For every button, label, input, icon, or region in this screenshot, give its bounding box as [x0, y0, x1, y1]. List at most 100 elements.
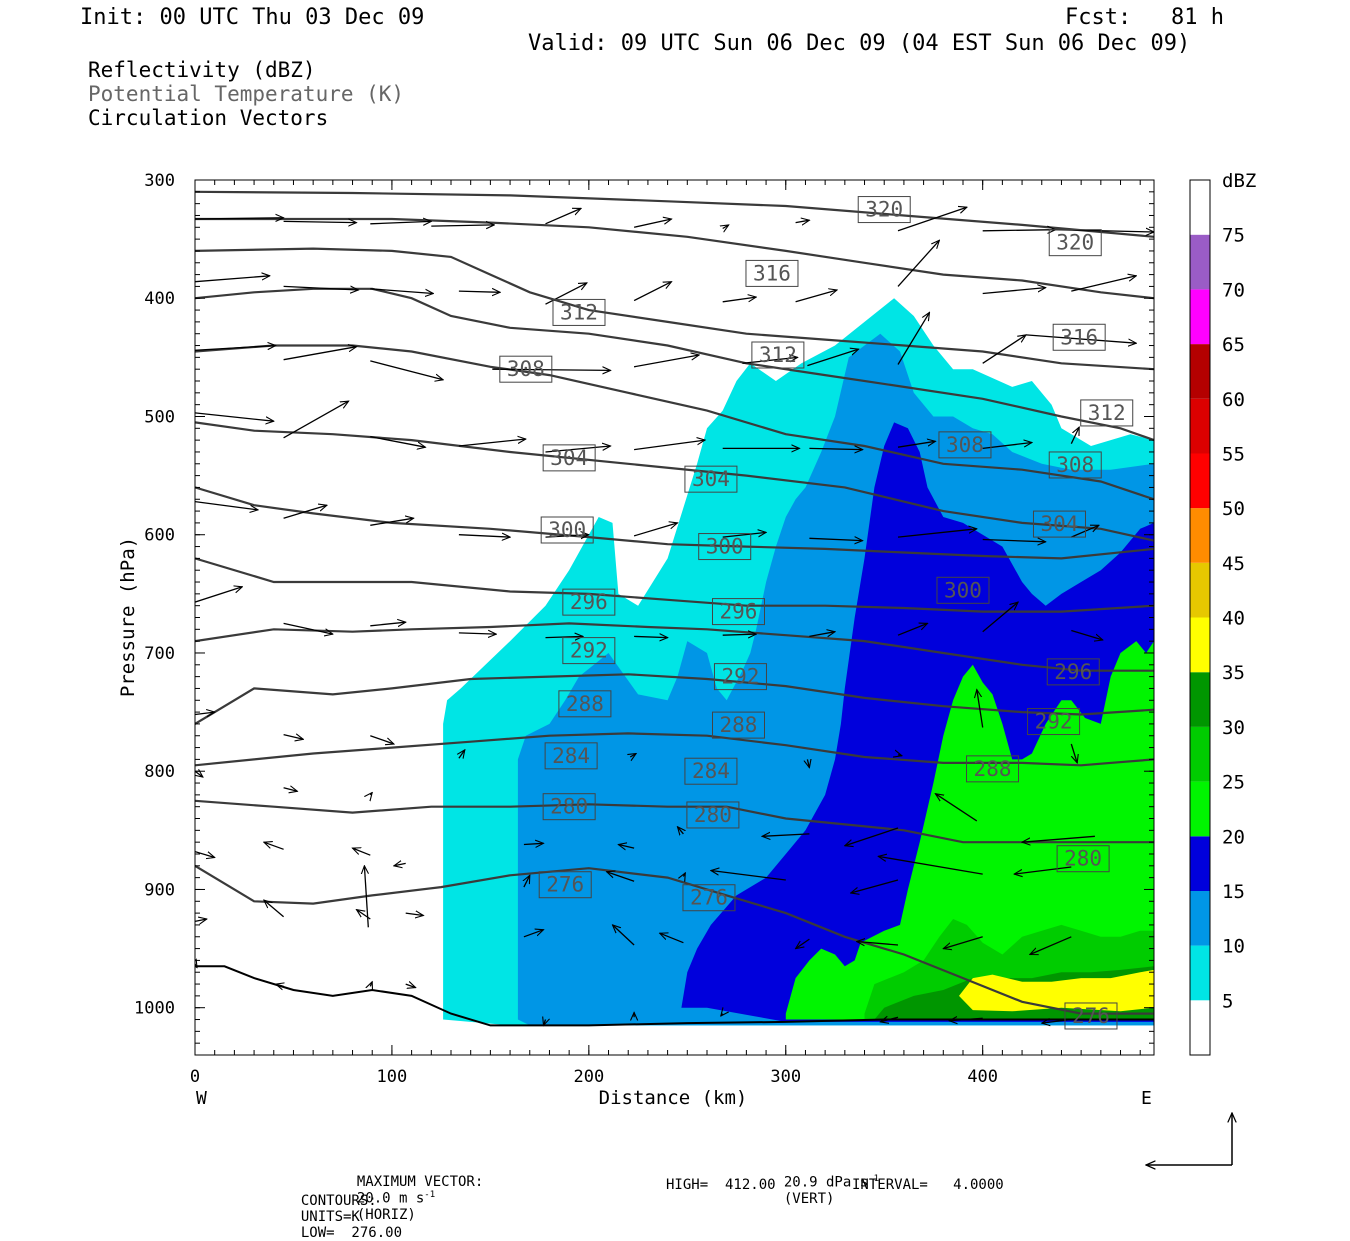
x-tick-label: 400 [967, 1067, 998, 1087]
circulation-vector [283, 505, 327, 519]
colorbar-swatch [1190, 344, 1210, 399]
circulation-vector [195, 500, 258, 510]
circulation-vector [283, 622, 333, 634]
circulation-vector [982, 540, 1046, 542]
circulation-vector [795, 290, 837, 303]
circulation-vector [544, 1020, 546, 1026]
colorbar-swatch [1190, 672, 1210, 727]
field-reflectivity: Reflectivity (dBZ) [88, 58, 316, 82]
isentrope-label-box [562, 637, 616, 665]
circulation-vector [283, 347, 357, 361]
circulation-vector [405, 984, 416, 988]
circulation-vector [630, 754, 636, 758]
circulation-vector [283, 286, 359, 290]
x-tick-label: 100 [377, 1067, 408, 1087]
circulation-vector [618, 845, 635, 849]
circulation-vector [283, 401, 349, 439]
isentrope-label-text: 320 [1056, 231, 1094, 255]
colorbar-level-label: 5 [1222, 990, 1233, 1012]
circulation-vector [545, 446, 611, 453]
colorbar-swatch [1190, 890, 1210, 946]
isentrope-label-box [684, 757, 738, 785]
isentrope-label-text: 308 [1056, 453, 1094, 477]
circulation-vector [857, 942, 899, 946]
isentrope-label-text: 312 [759, 343, 797, 367]
circulation-vector [545, 636, 583, 637]
isentrope-label: 308 [499, 355, 553, 383]
isentrope-label: 304 [542, 444, 596, 472]
isentrope-label: 284 [684, 757, 738, 785]
circulation-vector [897, 441, 935, 448]
x-tick-label: 0 [190, 1067, 200, 1087]
init-time: Init: 00 UTC Thu 03 Dec 09 [80, 5, 425, 30]
colorbar-unit: dBZ [1222, 170, 1256, 192]
field-circulation-vectors: Circulation Vectors [88, 106, 329, 130]
east-label: E [1141, 1088, 1152, 1109]
isentrope-276 [195, 864, 1154, 1015]
circulation-vector [1014, 866, 1072, 874]
isentrope-label-box [1048, 229, 1102, 257]
colorbar-level-label: 35 [1222, 662, 1245, 684]
isentrope-label-text: 288 [566, 692, 604, 716]
reference-vector-icon [1146, 1113, 1232, 1165]
circulation-vector [370, 622, 405, 626]
circulation-vector [523, 930, 544, 938]
colorbar-level-label: 75 [1222, 225, 1245, 247]
isentrope-label: 320 [1048, 229, 1102, 257]
circulation-vector [1025, 334, 1136, 343]
circulation-vector [523, 843, 544, 844]
isentrope-label: 276 [682, 884, 736, 912]
isentrope-label: 292 [562, 637, 616, 665]
y-tick-label: 800 [144, 762, 175, 782]
circulation-vector [283, 735, 304, 740]
colorbar-swatch [1190, 508, 1210, 563]
isentrope-label-box [1046, 658, 1100, 686]
y-tick-label: 600 [144, 526, 175, 546]
circulation-vector [195, 346, 276, 351]
circulation-vector [897, 207, 967, 232]
colorbar-level-label: 60 [1222, 389, 1245, 411]
colorbar-frame [1189, 179, 1211, 1056]
isentrope-label-text: 304 [550, 446, 588, 470]
isentrope-label: 312 [1080, 399, 1134, 427]
isentrope-296 [195, 557, 1154, 613]
y-tick-label: 900 [144, 880, 175, 900]
colorbar-level-label: 50 [1222, 498, 1245, 520]
isentrope-label-text: 276 [546, 873, 584, 897]
y-tick-label: 700 [144, 644, 175, 664]
max-vector-vert-tag: (VERT) [783, 1190, 835, 1207]
colorbar-swatch [1190, 945, 1210, 1001]
circulation-vector [721, 1014, 723, 1016]
isentrope-label-box [745, 259, 799, 287]
forecast-hour: Fcst: 81 h [1065, 5, 1224, 30]
colorbar-swatch [1190, 453, 1210, 509]
isentrope-280 [195, 799, 1154, 844]
isentrope-label-text: 320 [865, 198, 903, 222]
circulation-vector [1070, 427, 1080, 444]
isentrope-label-box [713, 663, 767, 691]
isentrope-label-text: 312 [560, 300, 598, 324]
contours-info-line: CONTOURS: UNITS=K LOW= 276.00 [284, 1177, 402, 1241]
isentrope-label: 296 [1046, 658, 1100, 686]
circulation-vector [1071, 629, 1103, 641]
isentrope-label-box [698, 533, 752, 561]
isentrope-label-text: 292 [570, 639, 608, 663]
circulation-vector [1070, 743, 1077, 763]
max-vector-vert-exp: -1 [868, 1174, 879, 1184]
isentrope-label: 288 [966, 755, 1020, 783]
isentrope-292 [195, 622, 1154, 672]
circulation-vector [809, 538, 862, 540]
circulation-vector [982, 335, 1026, 364]
circulation-vector [1071, 276, 1136, 292]
isentrope-316 [195, 247, 1154, 371]
isentrope-label-text: 280 [1064, 847, 1102, 871]
isentrope-label-text: 276 [690, 886, 728, 910]
isentrope-label-box [684, 465, 738, 493]
colorbar-level-label: 70 [1222, 279, 1245, 301]
circulation-vector [370, 221, 431, 223]
isentrope-label: 300 [936, 576, 990, 604]
isentrope-label-text: 304 [692, 467, 730, 491]
isentrope-label-box [558, 690, 612, 718]
isentrope-label-box [1027, 708, 1081, 736]
circulation-vector [633, 219, 671, 228]
